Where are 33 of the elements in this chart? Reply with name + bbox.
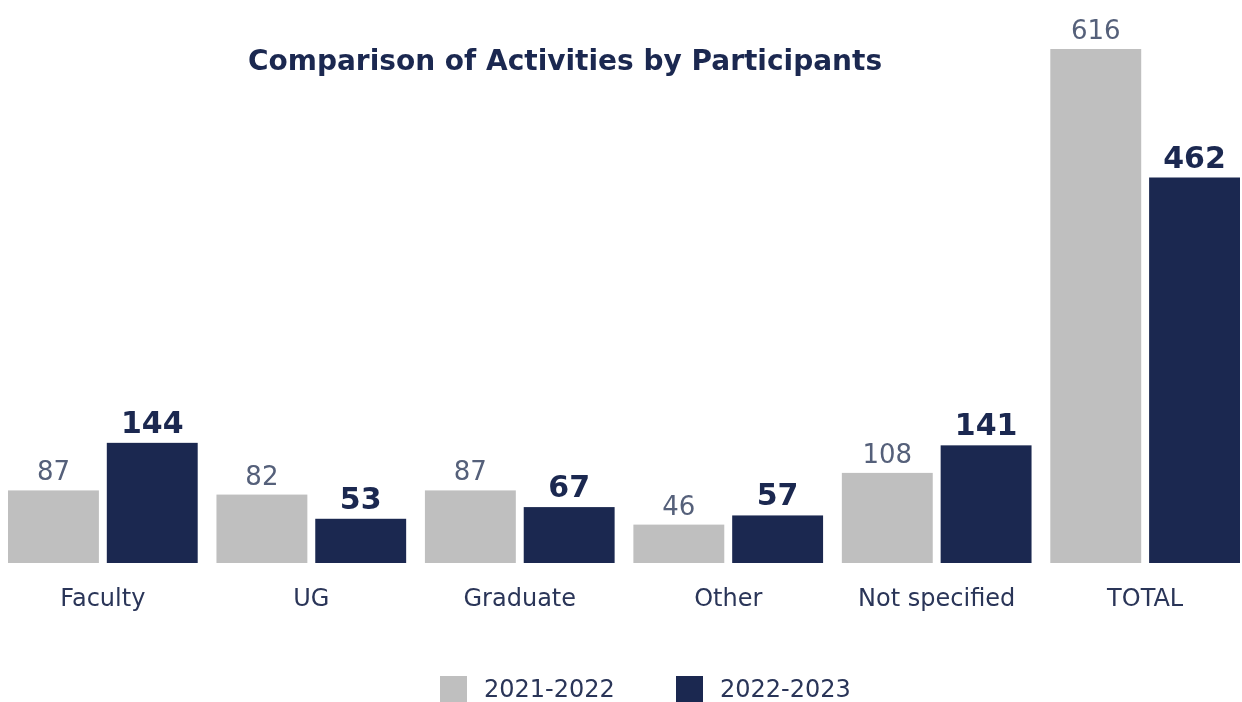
x-tick-label: Not specified bbox=[858, 584, 1016, 612]
bar bbox=[1050, 49, 1142, 563]
x-tick-label: Faculty bbox=[60, 584, 146, 612]
bar bbox=[841, 472, 933, 563]
bar bbox=[1149, 177, 1240, 563]
data-label: 53 bbox=[339, 480, 382, 516]
x-tick-label: UG bbox=[293, 584, 330, 612]
legend-label: 2022-2023 bbox=[720, 675, 851, 702]
data-label: 616 bbox=[1070, 15, 1121, 45]
data-label: 82 bbox=[245, 460, 279, 491]
bar bbox=[8, 490, 99, 563]
x-tick-label: Other bbox=[694, 584, 763, 612]
data-label: 108 bbox=[862, 438, 913, 469]
data-label: 87 bbox=[453, 456, 487, 487]
bar bbox=[315, 518, 407, 563]
bar bbox=[633, 524, 725, 563]
x-tick-label: Graduate bbox=[463, 584, 577, 612]
data-label: 57 bbox=[756, 477, 799, 513]
data-label: 87 bbox=[36, 456, 70, 487]
legend-label: 2021-2022 bbox=[484, 675, 615, 702]
bar bbox=[106, 442, 198, 563]
chart-title: Comparison of Activities by Participants bbox=[247, 44, 883, 77]
data-label: 141 bbox=[954, 407, 1018, 443]
bar bbox=[523, 507, 615, 563]
data-label: 46 bbox=[662, 490, 696, 521]
data-label: 462 bbox=[1163, 139, 1226, 175]
bar bbox=[424, 490, 516, 563]
bar bbox=[732, 515, 824, 563]
data-label: 67 bbox=[548, 469, 591, 505]
x-tick-label: TOTAL bbox=[1106, 584, 1184, 612]
bar bbox=[216, 494, 308, 563]
data-label: 144 bbox=[120, 404, 184, 440]
bar bbox=[940, 445, 1032, 563]
